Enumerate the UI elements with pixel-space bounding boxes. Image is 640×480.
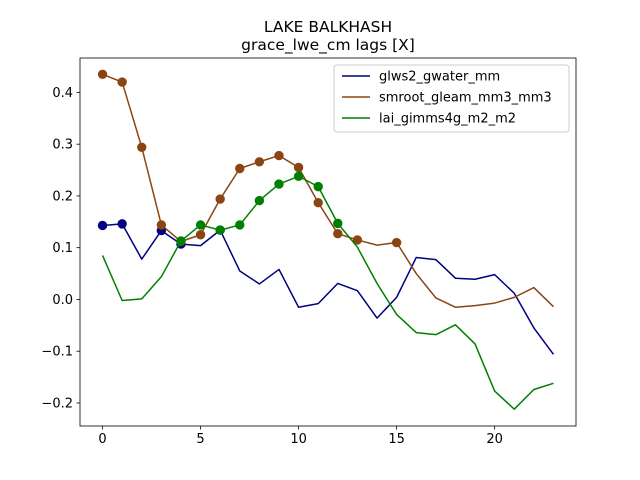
series-1-point [97, 69, 108, 80]
chart-title: LAKE BALKHASH [264, 18, 392, 36]
series-1-point [254, 157, 265, 167]
series-2-point [215, 225, 225, 235]
x-tick-label: 15 [388, 432, 405, 447]
y-tick-label: −0.1 [41, 345, 73, 360]
series-1-point [313, 197, 323, 208]
legend-label-2: lai_gimms4g_m2_m2 [379, 112, 516, 127]
x-tick-label: 5 [196, 432, 204, 447]
y-tick-label: 0.4 [52, 86, 73, 101]
legend-label-1: smroot_gleam_mm3_mm3 [379, 91, 552, 106]
y-tick-label: 0.0 [52, 293, 73, 308]
series-1-point [215, 194, 225, 204]
series-1-point [156, 220, 167, 230]
legend-label-0: glws2_gwater_mm [379, 70, 500, 85]
plot-area [97, 69, 555, 410]
series-2-point [313, 181, 323, 192]
x-tick-label: 0 [98, 432, 106, 447]
series-1-point [333, 229, 343, 239]
x-tick-label: 10 [290, 432, 307, 447]
legend-box [333, 64, 570, 133]
series-1-point [195, 230, 206, 240]
series-1-point [235, 163, 245, 174]
series-1-point [391, 237, 402, 248]
series-1-point [274, 150, 284, 161]
axes: 0 5 10 15 20 −0.2 −0.1 0.0 0.1 0.2 0.3 0.4 [41, 57, 577, 447]
chart-subtitle: grace_lwe_cm lags [X] [241, 36, 415, 55]
series-2-point [176, 236, 186, 246]
series-2-point [235, 220, 245, 230]
series-0-point [97, 220, 108, 231]
y-tick-label: 0.1 [52, 241, 73, 256]
series-2-point [195, 220, 206, 230]
series-0-point [117, 219, 127, 229]
series-2-point [293, 171, 304, 181]
series-2-point [274, 179, 284, 189]
axes-frame [79, 57, 577, 427]
series-2-point [333, 218, 343, 229]
y-tick-label: 0.2 [52, 189, 73, 204]
series-1-point [117, 77, 127, 87]
series-1-point [293, 162, 304, 173]
series-2-point [254, 195, 265, 206]
series-1-point [137, 142, 147, 152]
series-line-2 [101, 175, 554, 410]
legend: glws2_gwater_mm smroot_gleam_mm3_mm3 lai_g… [333, 64, 570, 133]
y-tick-label: 0.3 [52, 138, 73, 153]
y-tick-label: −0.2 [41, 396, 73, 411]
x-tick-label: 20 [486, 432, 503, 447]
series-1-point [352, 235, 363, 245]
